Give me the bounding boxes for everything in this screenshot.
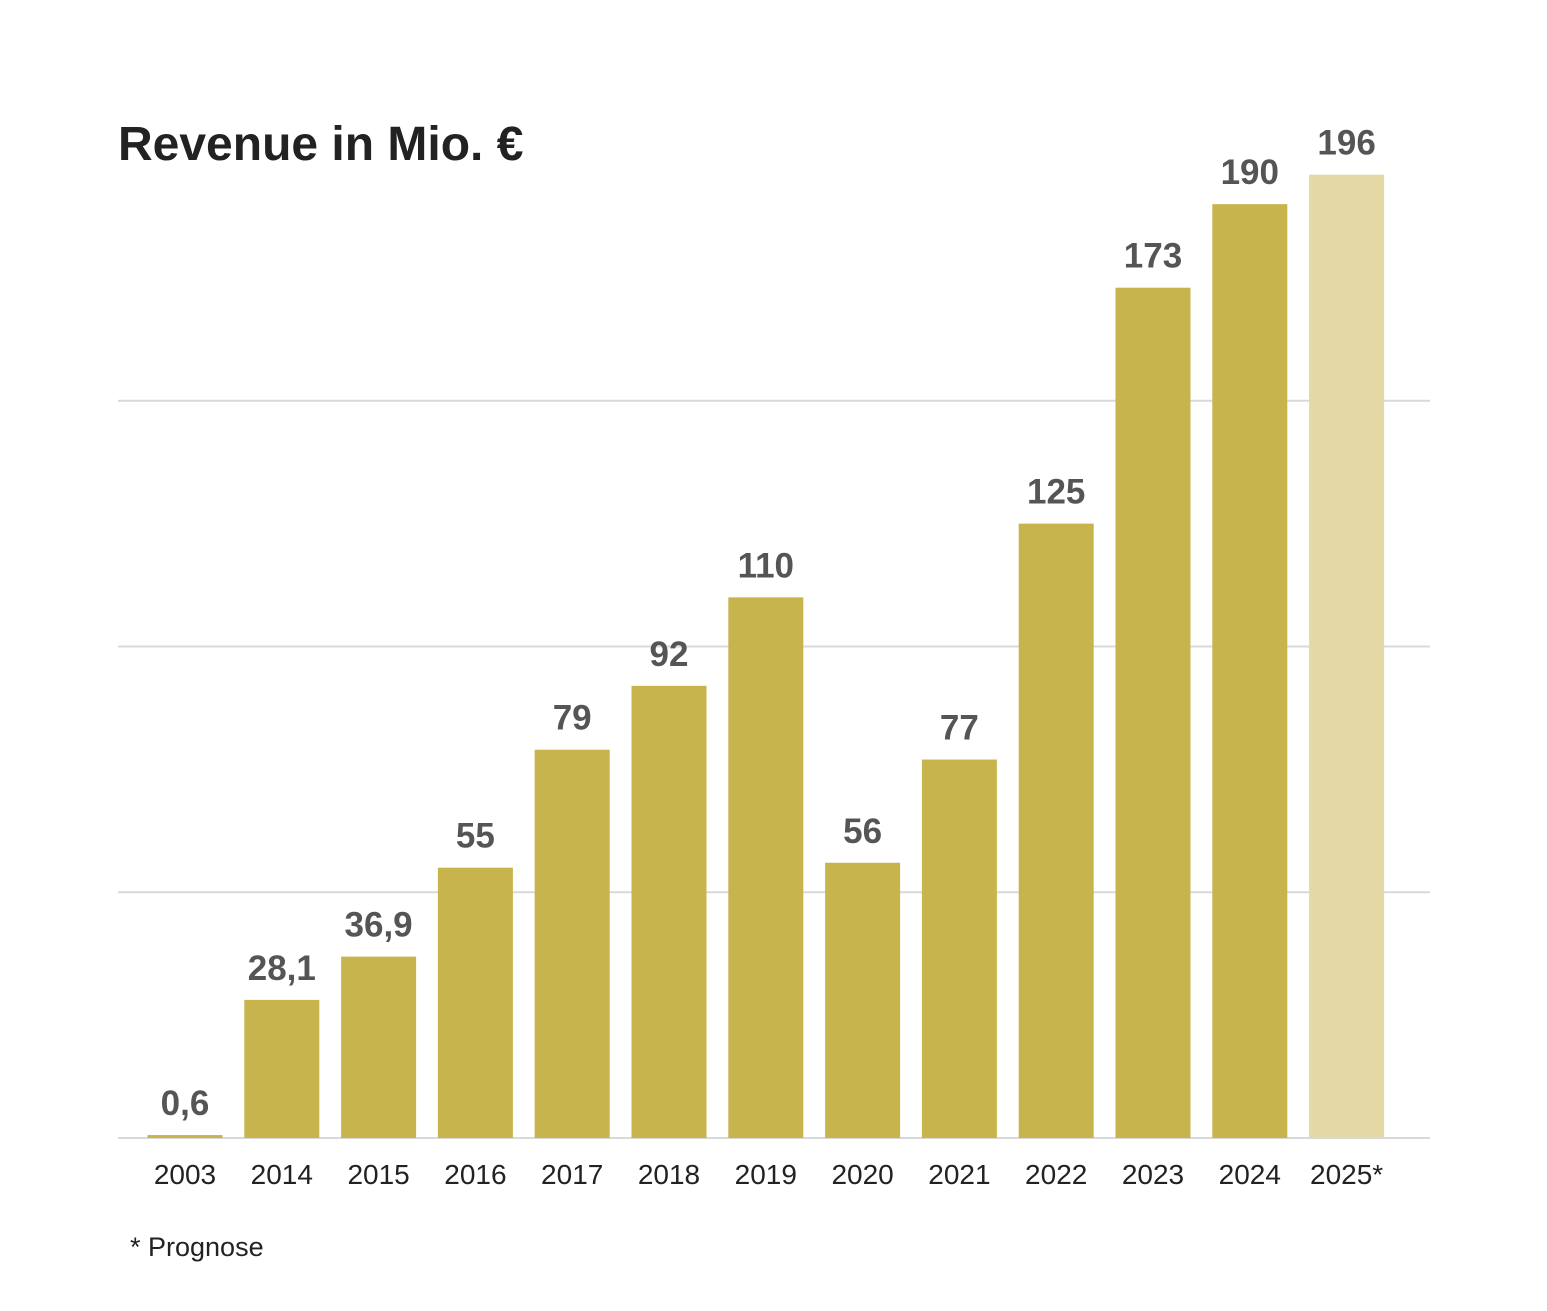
bar-2023 — [1115, 287, 1191, 1139]
bar-2015 — [341, 956, 417, 1138]
value-label-2017: 79 — [553, 699, 592, 738]
x-tick-label-2024: 2024 — [1219, 1159, 1281, 1190]
value-label-2016: 55 — [456, 817, 495, 856]
x-tick-label-2022: 2022 — [1025, 1159, 1087, 1190]
value-label-2023: 173 — [1124, 237, 1182, 276]
bar-2017 — [534, 749, 610, 1138]
value-label-2014: 28,1 — [248, 949, 316, 988]
bar-2020 — [825, 862, 901, 1138]
chart-title: Revenue in Mio. € — [118, 118, 523, 171]
x-tick-label-2003: 2003 — [154, 1159, 216, 1190]
bar-2022 — [1018, 523, 1094, 1138]
x-tick-label-2021: 2021 — [928, 1159, 990, 1190]
x-tick-label-2014: 2014 — [251, 1159, 313, 1190]
value-labels: 0,6 28,1 36,9 55 79 92 110 56 77 125 173 190 196 — [161, 124, 1376, 1123]
x-tick-label-2020: 2020 — [831, 1159, 893, 1190]
bar-2024 — [1212, 204, 1288, 1138]
value-label-2021: 77 — [940, 709, 979, 748]
x-tick-label-2017: 2017 — [541, 1159, 603, 1190]
x-tick-label-2019: 2019 — [735, 1159, 797, 1190]
bar-2019 — [728, 597, 804, 1138]
x-tick-label-2016: 2016 — [444, 1159, 506, 1190]
x-tick-label-2018: 2018 — [638, 1159, 700, 1190]
bar-2021 — [921, 759, 997, 1138]
footnote: * Prognose — [130, 1232, 264, 1262]
x-tick-label-2023: 2023 — [1122, 1159, 1184, 1190]
value-label-2003: 0,6 — [161, 1084, 210, 1123]
x-axis-tick-labels: 2003 2014 2015 2016 2017 2018 2019 2020 2021 2022… — [154, 1159, 1383, 1190]
bar-2018 — [631, 685, 707, 1138]
value-label-2019: 110 — [738, 546, 794, 585]
bar-2014 — [244, 999, 320, 1138]
bar-2016 — [437, 867, 513, 1138]
value-label-2025-forecast: 196 — [1317, 124, 1375, 163]
value-label-2020: 56 — [843, 812, 882, 851]
value-label-2022: 125 — [1027, 473, 1085, 512]
x-tick-label-2015: 2015 — [347, 1159, 409, 1190]
bar-2003 — [147, 1135, 223, 1138]
value-label-2024: 190 — [1221, 153, 1279, 192]
bar-2025-forecast — [1309, 174, 1385, 1138]
bars — [147, 174, 1385, 1139]
value-label-2015: 36,9 — [345, 906, 413, 945]
value-label-2018: 92 — [650, 635, 689, 674]
x-tick-label-2025-forecast: 2025* — [1310, 1159, 1383, 1190]
